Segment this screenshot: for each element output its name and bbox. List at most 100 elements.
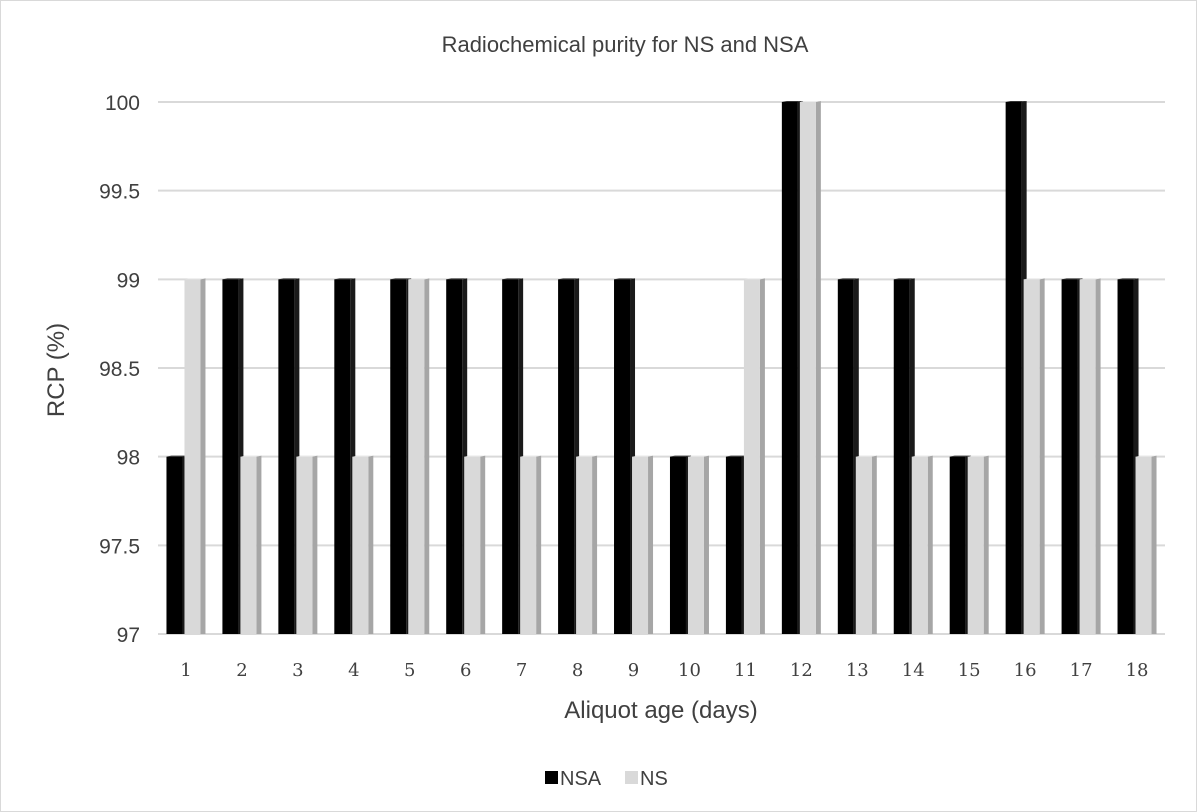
bar-top — [893, 278, 915, 280]
bar-front — [278, 279, 295, 634]
bar-ns-2 — [240, 455, 262, 634]
bar-nsa-15 — [949, 455, 971, 634]
bar-front — [576, 456, 593, 634]
bar-ns-12 — [799, 101, 821, 634]
bar-ns-15 — [967, 455, 989, 634]
x-tick-label: 7 — [516, 660, 527, 681]
x-tick-label: 6 — [460, 660, 471, 681]
bar-top — [352, 455, 374, 457]
bar-ns-1 — [184, 278, 206, 634]
bar-ns-6 — [464, 455, 486, 634]
bar-ns-5 — [408, 278, 430, 634]
x-tick-label: 16 — [1014, 660, 1037, 681]
bar-front — [1023, 279, 1040, 634]
bar-front — [352, 456, 369, 634]
x-tick-label: 10 — [678, 660, 701, 681]
x-tick-label: 18 — [1126, 660, 1149, 681]
bar-nsa-8 — [558, 278, 580, 634]
bar-front — [240, 456, 257, 634]
bar-top — [632, 455, 654, 457]
bar-front — [911, 456, 928, 634]
bar-nsa-14 — [893, 278, 915, 634]
bar-top — [408, 278, 430, 280]
bar-front — [1005, 102, 1022, 634]
legend-item-nsa: NSA — [545, 768, 602, 790]
bar-side — [1095, 278, 1101, 634]
bar-ns-16 — [1023, 278, 1045, 634]
x-tick-label: 9 — [628, 660, 639, 681]
bar-top — [911, 455, 933, 457]
bar-front — [408, 279, 425, 634]
bar-front — [558, 279, 575, 634]
x-tick-label: 17 — [1070, 660, 1093, 681]
bar-side — [1039, 278, 1045, 634]
x-tick-label: 3 — [292, 660, 303, 681]
bar-top — [222, 278, 244, 280]
bar-ns-13 — [855, 455, 877, 634]
bar-ns-9 — [632, 455, 654, 634]
x-tick-label: 13 — [846, 660, 869, 681]
bar-top — [967, 455, 989, 457]
bar-top — [296, 455, 318, 457]
bar-nsa-1 — [166, 455, 188, 634]
x-tick-label: 14 — [902, 660, 925, 681]
bar-top — [446, 278, 468, 280]
bar-top — [502, 278, 524, 280]
x-tick-label: 1 — [180, 660, 191, 681]
bar-top — [687, 455, 709, 457]
y-tick-label: 98.5 — [99, 358, 140, 381]
bar-top — [1061, 278, 1083, 280]
bar-side — [871, 455, 877, 634]
bar-nsa-18 — [1117, 278, 1139, 634]
bar-front — [893, 279, 910, 634]
bar-side — [536, 455, 542, 634]
bar-front — [669, 456, 686, 634]
bar-ns-17 — [1079, 278, 1101, 634]
bar-top — [614, 278, 636, 280]
bar-top — [1135, 455, 1157, 457]
bars — [166, 101, 1157, 634]
bar-nsa-16 — [1005, 101, 1027, 634]
gridlines — [158, 101, 1165, 635]
bar-side — [703, 455, 709, 634]
bar-top — [837, 278, 859, 280]
bar-top — [184, 278, 206, 280]
bar-side — [368, 455, 374, 634]
bar-front — [390, 279, 407, 634]
y-axis-title: RCP (%) — [43, 323, 70, 417]
x-axis-title: Aliquot age (days) — [564, 697, 757, 724]
bar-nsa-9 — [614, 278, 636, 634]
bar-ns-14 — [911, 455, 933, 634]
y-axis-ticks: 97 97.5 98 98.5 99 99.5 100 — [99, 92, 140, 647]
bar-nsa-12 — [781, 101, 803, 634]
bar-ns-11 — [743, 278, 765, 634]
bar-nsa-13 — [837, 278, 859, 634]
bar-front — [334, 279, 351, 634]
x-tick-label: 15 — [958, 660, 981, 681]
bar-front — [799, 102, 816, 634]
bar-front — [446, 279, 463, 634]
bar-side — [312, 455, 318, 634]
bar-front — [725, 456, 742, 634]
bar-side — [759, 278, 765, 634]
bar-front — [1135, 456, 1152, 634]
bar-front — [743, 279, 760, 634]
bar-nsa-4 — [334, 278, 356, 634]
bar-ns-4 — [352, 455, 374, 634]
bar-front — [222, 279, 239, 634]
bar-front — [687, 456, 704, 634]
bar-nsa-5 — [390, 278, 412, 634]
bar-front — [1079, 279, 1096, 634]
bar-nsa-11 — [725, 455, 747, 634]
y-tick-label: 99.5 — [99, 181, 140, 204]
bar-top — [1079, 278, 1101, 280]
bar-top — [669, 455, 691, 457]
bar-side — [200, 278, 206, 634]
bar-front — [296, 456, 313, 634]
y-tick-label: 97.5 — [99, 535, 140, 558]
x-tick-label: 5 — [404, 660, 415, 681]
bar-top — [743, 278, 765, 280]
x-tick-label: 11 — [734, 660, 757, 681]
bar-nsa-7 — [502, 278, 524, 634]
